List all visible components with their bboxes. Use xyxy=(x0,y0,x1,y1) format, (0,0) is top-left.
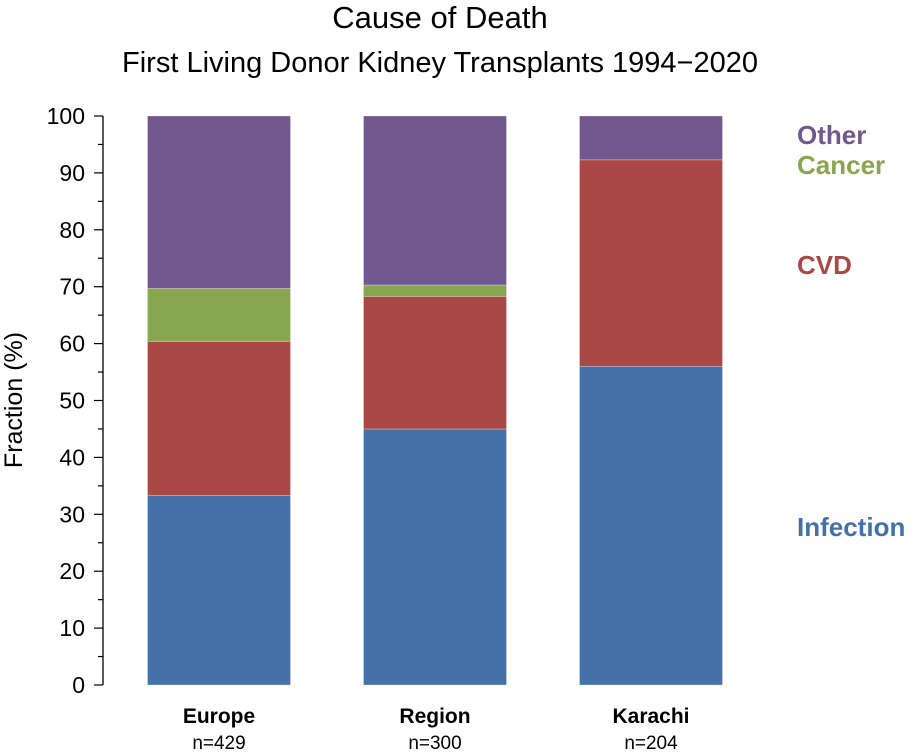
y-tick-label: 30 xyxy=(59,501,85,527)
bar-segment-cvd-karachi xyxy=(579,159,723,367)
bar-segment-cvd-europe xyxy=(147,340,291,496)
bars xyxy=(147,115,723,686)
bar-segment-cancer-europe xyxy=(147,288,291,342)
bar-segment-other-region xyxy=(363,115,507,286)
x-axis-labels: Europe n=429 Region n=300 Karachi n=204 xyxy=(183,705,690,754)
y-axis: 0 10 20 30 40 50 60 70 80 90 100 xyxy=(47,103,104,698)
legend-infection: Infection xyxy=(797,512,905,542)
y-tick-label: 70 xyxy=(59,274,85,300)
legend-other: Other xyxy=(797,120,866,150)
x-category-count: n=204 xyxy=(624,733,678,751)
x-category-label: Europe xyxy=(183,705,255,728)
x-category-label: Karachi xyxy=(612,705,689,728)
bar-segment-infection-karachi xyxy=(579,365,723,686)
y-tick-label: 80 xyxy=(59,217,85,243)
y-tick-label: 40 xyxy=(59,444,85,470)
y-tick-label: 10 xyxy=(59,615,85,641)
x-category-label: Region xyxy=(399,705,470,728)
chart-title: Cause of Death xyxy=(332,0,547,35)
y-axis-label: Fraction (%) xyxy=(0,332,28,468)
y-tick-label: 60 xyxy=(59,331,85,357)
y-tick-label: 50 xyxy=(59,388,85,414)
chart-subtitle: First Living Donor Kidney Transplants 19… xyxy=(122,47,758,79)
legend-cvd: CVD xyxy=(797,250,852,280)
bar-segment-cancer-region xyxy=(363,284,507,297)
bar-segment-other-europe xyxy=(147,115,291,289)
legend-cancer: Cancer xyxy=(797,150,885,180)
bar-segment-infection-region xyxy=(363,428,507,686)
y-tick-label: 20 xyxy=(59,558,85,584)
bar-segment-other-karachi xyxy=(579,115,723,161)
bar-segment-cvd-region xyxy=(363,295,507,430)
y-tick-label: 90 xyxy=(59,160,85,186)
x-category-count: n=300 xyxy=(408,733,461,751)
y-tick-label: 0 xyxy=(72,672,85,698)
bar-segment-infection-europe xyxy=(147,495,291,686)
x-category-count: n=429 xyxy=(192,733,245,751)
y-tick-label: 100 xyxy=(47,103,85,129)
